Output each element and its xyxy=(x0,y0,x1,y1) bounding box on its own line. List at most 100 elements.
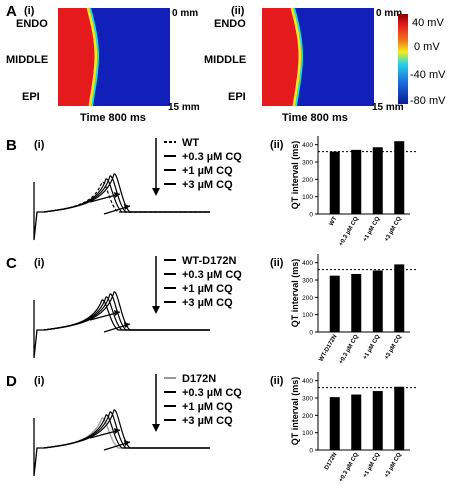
y-tick-label: 300 xyxy=(302,278,313,285)
depth-top-i: 0 mm xyxy=(172,8,198,19)
map-ii-wavefront xyxy=(290,7,302,107)
stimulus-artifact xyxy=(33,300,44,359)
legend-label-2: +1 µM CQ xyxy=(182,283,233,295)
panel-c-legend: WT-D172N +0.3 µM CQ +1 µM CQ +3 µM CQ xyxy=(152,255,242,314)
bar-2 xyxy=(372,391,383,450)
y-tick-label: 0 xyxy=(309,212,313,219)
panel-b-traces xyxy=(33,173,210,241)
panel-c: C (i) (ii)WT-D172N+0.3 µM CQ+1 µM CQ+3 µM … xyxy=(6,254,416,365)
y-tick-label: 400 xyxy=(302,142,313,149)
row-label-middle-ii: MIDDLE xyxy=(204,54,246,66)
x-category-label-3: +3 µM CQ xyxy=(384,334,403,361)
panel-b-sub-i: (i) xyxy=(34,139,45,151)
panel-c-sub-ii: (ii) xyxy=(270,257,284,269)
time-label-i: Time 800 ms xyxy=(80,112,146,124)
shift-arrow-upper-head xyxy=(114,428,120,434)
shift-arrow-lower-head xyxy=(124,322,130,328)
bar-3 xyxy=(394,141,405,214)
legend-arrow-head xyxy=(152,424,160,432)
panel-a-sub-i: (i) xyxy=(24,5,35,17)
panel-a-letter: A xyxy=(6,3,17,20)
panel-c-letter: C xyxy=(6,255,17,272)
panels-bcd: B (i) (ii)WT+0.3 µM CQ+1 µM CQ+3 µM CQ0100… xyxy=(6,136,416,483)
legend-label-2: +1 µM CQ xyxy=(182,165,233,177)
stimulus-artifact xyxy=(33,418,44,477)
x-category-label-1: +0.3 µM CQ xyxy=(338,334,360,366)
panel-b-legend: WT +0.3 µM CQ +1 µM CQ +3 µM CQ xyxy=(152,137,242,196)
stimulus-artifact xyxy=(33,182,44,241)
x-category-label-1: +0.3 µM CQ xyxy=(338,452,360,484)
x-category-label-2: +1 µM CQ xyxy=(362,452,381,479)
colorbar-tick-40: 40 mV xyxy=(412,17,444,29)
legend-label-1: +0.3 µM CQ xyxy=(182,151,242,163)
colorbar xyxy=(398,14,408,104)
panel-d-sub-ii: (ii) xyxy=(270,375,284,387)
legend-label-0: WT-D172N xyxy=(182,255,236,267)
y-tick-label: 400 xyxy=(302,378,313,385)
map-i-wavefront xyxy=(86,7,98,107)
panel-b-sub-ii: (ii) xyxy=(270,139,284,151)
legend-arrow-head xyxy=(152,306,160,314)
panel-b-letter: B xyxy=(6,137,17,154)
legend-label-2: +1 µM CQ xyxy=(182,401,233,413)
y-tick-label: 0 xyxy=(309,448,313,455)
row-label-epi-ii: EPI xyxy=(228,91,246,103)
row-label-epi-i: EPI xyxy=(22,91,40,103)
colorbar-tick-minus80: -80 mV xyxy=(410,95,446,107)
panel-d-sub-i: (i) xyxy=(34,375,45,387)
y-tick-label: 300 xyxy=(302,160,313,167)
y-tick-label: 100 xyxy=(302,430,313,437)
twave-trace-3 xyxy=(43,173,210,213)
map-ii-depolarized-region xyxy=(262,8,300,106)
row-label-endo-ii: ENDO xyxy=(214,18,246,30)
row-label-middle-i: MIDDLE xyxy=(6,54,48,66)
shift-arrow-upper-head xyxy=(114,192,120,198)
bar-2 xyxy=(372,270,383,332)
depth-top-ii: 0 mm xyxy=(376,8,402,19)
panel-a-sub-ii: (ii) xyxy=(231,5,245,17)
panel-d-traces xyxy=(33,409,210,477)
panel-c-traces xyxy=(33,291,210,359)
legend-label-0: WT xyxy=(182,137,199,149)
y-axis-label: QT interval (ms) xyxy=(290,259,300,328)
map-i xyxy=(58,7,170,107)
bar-2 xyxy=(372,147,383,214)
y-tick-label: 100 xyxy=(302,312,313,319)
x-category-label-3: +3 µM CQ xyxy=(384,216,403,243)
time-label-ii: Time 800 ms xyxy=(282,112,348,124)
bar-1 xyxy=(351,273,362,332)
y-tick-label: 0 xyxy=(309,330,313,337)
panel-a: A (i) (ii) ENDO MIDDLE EPI 0 mm 15 mm Ti… xyxy=(6,3,446,124)
legend-label-1: +0.3 µM CQ xyxy=(182,387,242,399)
legend-label-0: D172N xyxy=(182,373,216,385)
bar-1 xyxy=(351,394,362,450)
map-i-depolarized-region xyxy=(58,8,96,106)
twave-trace-3 xyxy=(43,291,210,331)
colorbar-tick-0: 0 mV xyxy=(414,41,440,53)
depth-bottom-i: 15 mm xyxy=(168,102,200,113)
x-category-label-0: WT xyxy=(329,216,339,227)
panel-b: B (i) (ii)WT+0.3 µM CQ+1 µM CQ+3 µM CQ0100… xyxy=(6,136,416,247)
legend-label-3: +3 µM CQ xyxy=(182,297,233,309)
depth-bottom-ii: 15 mm xyxy=(372,102,404,113)
y-tick-label: 300 xyxy=(302,396,313,403)
y-tick-label: 400 xyxy=(302,260,313,267)
legend-label-3: +3 µM CQ xyxy=(182,415,233,427)
y-tick-label: 200 xyxy=(302,295,313,302)
legend-arrow-head xyxy=(152,188,160,196)
twave-trace-0 xyxy=(43,181,210,213)
bar-3 xyxy=(394,386,405,450)
bar-3 xyxy=(394,264,405,332)
bar-0 xyxy=(329,151,340,214)
x-category-label-0: WT-D172N xyxy=(318,334,338,363)
y-tick-label: 100 xyxy=(302,194,313,201)
panel-d-legend: D172N +0.3 µM CQ +1 µM CQ +3 µM CQ xyxy=(152,373,242,432)
y-axis-label: QT interval (ms) xyxy=(290,377,300,446)
map-ii xyxy=(262,7,374,107)
x-category-label-1: +0.3 µM CQ xyxy=(338,216,360,248)
row-label-endo-i: ENDO xyxy=(16,18,48,30)
